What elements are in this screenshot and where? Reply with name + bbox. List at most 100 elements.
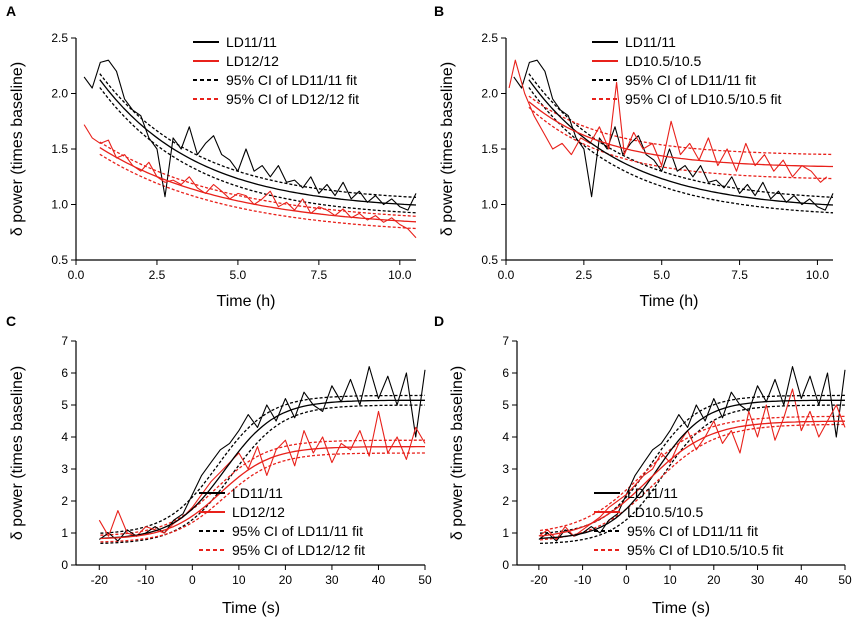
panel-letter: D — [434, 313, 444, 329]
legend-label: LD12/12 — [232, 504, 285, 520]
legend-label: 95% CI of LD11/11 fit — [226, 72, 357, 88]
x-tick-label: -20 — [530, 573, 548, 587]
series-ld11-11-fit — [539, 399, 845, 539]
x-tick-label: 10.0 — [388, 268, 412, 282]
y-tick-label: 2.0 — [51, 87, 68, 101]
panel-b: B 0.0 2.5 5.0 7.5 10.0 0.5 1.0 1.5 2.0 2.5 Time (h)… — [434, 3, 834, 310]
legend-label: LD11/11 — [627, 485, 678, 501]
y-tick-label: 7 — [502, 334, 509, 348]
legend-label: 95% CI of LD10.5/10.5 fit — [625, 91, 782, 107]
y-axis-title: δ power (times baseline) — [439, 62, 456, 236]
x-tick-label: -20 — [91, 573, 109, 587]
y-tick-label: 0.5 — [481, 253, 498, 267]
x-tick-label: -10 — [574, 573, 592, 587]
y-tick-label: 1.5 — [51, 142, 68, 156]
x-tick-label: 30 — [751, 573, 765, 587]
y-tick-label: 6 — [502, 366, 509, 380]
legend-label: LD10.5/10.5 — [627, 504, 703, 520]
x-tick-label: 5.0 — [230, 268, 247, 282]
legend-label: LD11/11 — [226, 34, 277, 50]
y-tick-label: 2 — [502, 494, 509, 508]
y-tick-label: 1.0 — [481, 198, 498, 212]
x-tick-label: 40 — [372, 573, 386, 587]
x-tick-label: 20 — [707, 573, 721, 587]
y-tick-label: 3 — [61, 462, 68, 476]
series-ld10-5-10-5-fit — [539, 420, 845, 537]
legend: LD11/11 LD10.5/10.5 95% CI of LD11/11 fit 9… — [594, 485, 784, 558]
x-tick-label: 50 — [418, 573, 432, 587]
x-axis-title: Time (s) — [222, 600, 280, 617]
series-ld12-12 — [83, 124, 417, 239]
y-tick-label: 3 — [502, 462, 509, 476]
panel-d: D -20 -10 0 10 20 30 40 50 0 1 2 3 4 5 6 7 Time (s) δ powe… — [434, 313, 852, 617]
x-tick-label: 40 — [795, 573, 809, 587]
y-tick-label: 0 — [502, 558, 509, 572]
y-tick-label: 7 — [61, 334, 68, 348]
y-tick-label: 2.5 — [481, 31, 498, 45]
x-tick-label: 7.5 — [731, 268, 748, 282]
series-ld10-5-10-5 — [508, 59, 828, 183]
series-ld11-11-fit-ci-upper — [99, 73, 417, 198]
x-tick-label: 0 — [623, 573, 630, 587]
x-tick-label: -10 — [137, 573, 155, 587]
y-tick-label: 1.5 — [481, 142, 498, 156]
x-tick-label: 7.5 — [311, 268, 328, 282]
series-ld10-5-10-5-fit — [528, 101, 833, 168]
series-ld12-12-fit-ci-upper — [100, 439, 425, 536]
y-tick-label: 1 — [61, 526, 68, 540]
x-tick-label: 0.0 — [498, 268, 515, 282]
series-ld12-12-fit — [99, 147, 417, 223]
series-ld11-11 — [98, 366, 426, 542]
x-tick-label: 5.0 — [653, 268, 670, 282]
x-tick-label: 50 — [838, 573, 852, 587]
panel-letter: A — [6, 3, 16, 19]
series-ld11-11-fit-ci-lower — [528, 87, 834, 214]
series-ld11-11-fit — [100, 399, 425, 539]
y-tick-label: 6 — [61, 366, 68, 380]
x-axis-title: Time (h) — [640, 293, 699, 310]
x-axis-title: Time (s) — [652, 600, 710, 617]
series-ld10-5-10-5-fit-ci-upper — [528, 95, 834, 156]
legend: LD11/11 LD12/12 95% CI of LD11/11 fit 95% C… — [199, 485, 365, 558]
x-tick-label: 10 — [232, 573, 246, 587]
series-ld11-11-fit — [528, 79, 834, 206]
series-ld10-5-10-5-fit-ci-upper — [539, 415, 845, 532]
legend-label: LD11/11 — [232, 485, 283, 501]
legend-label: 95% CI of LD12/12 fit — [226, 91, 359, 107]
panel-letter: C — [6, 313, 16, 329]
x-tick-label: 2.5 — [576, 268, 593, 282]
y-tick-label: 1.0 — [51, 198, 68, 212]
panel-letter: B — [434, 3, 444, 19]
y-axis-title: δ power (times baseline) — [449, 366, 466, 540]
y-tick-label: 2.5 — [51, 31, 68, 45]
y-tick-label: 1 — [502, 526, 509, 540]
series-ld12-12-fit-ci-lower — [99, 153, 417, 230]
legend-label: 95% CI of LD11/11 fit — [232, 523, 363, 539]
series-ld11-11-fit-ci-upper — [100, 394, 425, 534]
y-tick-label: 5 — [61, 398, 68, 412]
series-ld11-11 — [83, 59, 417, 211]
y-tick-label: 2 — [61, 494, 68, 508]
legend-label: 95% CI of LD12/12 fit — [232, 542, 365, 558]
x-tick-label: 20 — [279, 573, 293, 587]
series-ld11-11 — [538, 366, 846, 542]
series-ld11-11-fit-ci-lower — [100, 404, 425, 545]
x-tick-label: 0 — [189, 573, 196, 587]
y-axis-title: δ power (times baseline) — [9, 62, 26, 236]
legend-label: 95% CI of LD10.5/10.5 fit — [627, 542, 784, 558]
y-tick-label: 0.5 — [51, 253, 68, 267]
y-tick-label: 4 — [502, 430, 509, 444]
series-ld11-11-fit-ci-upper — [528, 73, 834, 198]
y-tick-label: 2.0 — [481, 87, 498, 101]
legend-label: 95% CI of LD11/11 fit — [627, 523, 758, 539]
legend-label: LD12/12 — [226, 53, 279, 69]
y-axis-title: δ power (times baseline) — [9, 366, 26, 540]
legend-label: LD10.5/10.5 — [625, 53, 701, 69]
series-ld10-5-10-5-fit-ci-lower — [539, 423, 846, 541]
legend: LD11/11 LD12/12 95% CI of LD11/11 fit 95% C… — [193, 34, 359, 107]
legend-label: 95% CI of LD11/11 fit — [625, 72, 756, 88]
panel-c: C -20 -10 0 10 20 30 40 50 0 1 2 3 4 5 6 7 Time (s) δ powe… — [6, 313, 432, 617]
y-tick-label: 0 — [61, 558, 68, 572]
series-ld12-12-fit — [100, 445, 425, 540]
x-tick-label: 10 — [663, 573, 677, 587]
